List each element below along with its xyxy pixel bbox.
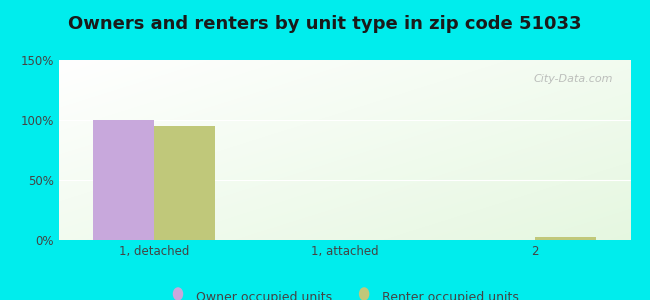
Legend: Owner occupied units, Renter occupied units: Owner occupied units, Renter occupied un…	[166, 286, 523, 300]
Bar	[535, 237, 596, 240]
Text: City-Data.com: City-Data.com	[534, 74, 614, 84]
Text: Owners and renters by unit type in zip code 51033: Owners and renters by unit type in zip c…	[68, 15, 582, 33]
Bar	[154, 126, 215, 240]
Bar	[93, 120, 154, 240]
